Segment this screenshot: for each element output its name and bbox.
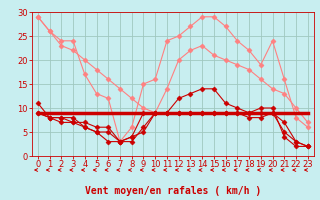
Text: Vent moyen/en rafales ( km/h ): Vent moyen/en rafales ( km/h ) [85, 186, 261, 196]
